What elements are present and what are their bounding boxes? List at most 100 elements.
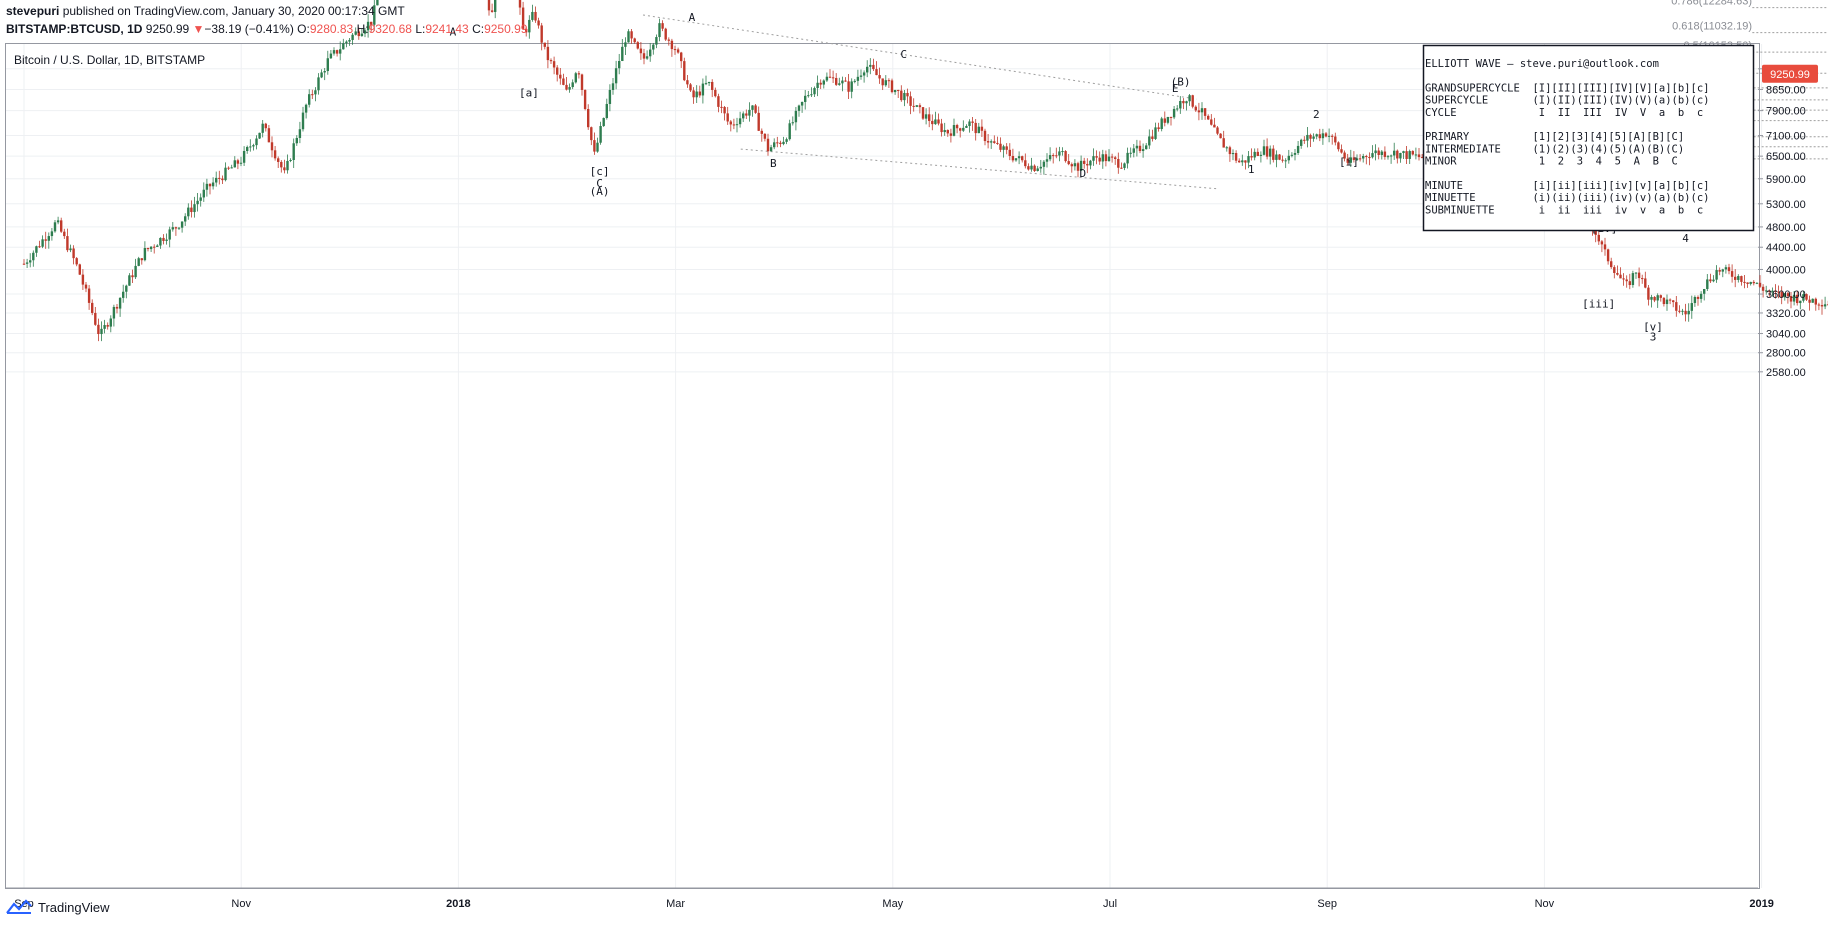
candle-up [785, 139, 788, 142]
candle-up [53, 222, 57, 232]
candle-up [1048, 155, 1052, 160]
candle-up [1123, 163, 1126, 168]
time-tick-label: 2019 [1749, 898, 1773, 910]
candle-up [1687, 310, 1690, 315]
candle-down [22, 263, 26, 265]
candle-up [149, 246, 153, 250]
wave-label: [v] [1643, 320, 1663, 333]
candle-up [748, 109, 751, 116]
candle-down [311, 94, 314, 96]
candle-up [859, 75, 863, 77]
candle-up [242, 151, 246, 163]
candle-down [828, 76, 832, 78]
candle-down [847, 81, 850, 92]
candle-down [335, 50, 339, 54]
candle-down [577, 73, 581, 75]
candle-up [903, 92, 906, 101]
candle-up [1374, 150, 1377, 154]
candle-down [174, 227, 178, 229]
candle-down [732, 124, 736, 126]
candle-down [937, 119, 940, 124]
wave-label: 3 [1650, 331, 1657, 344]
candle-up [137, 258, 140, 266]
candle-up [1327, 135, 1331, 137]
candle-down [1368, 157, 1371, 159]
candle-down [1070, 164, 1073, 167]
candle-up [308, 94, 311, 105]
candle-up [118, 297, 122, 309]
candle-down [1272, 148, 1275, 160]
publisher-username[interactable]: stevepuri [6, 4, 60, 18]
candle-up [1371, 153, 1374, 158]
candle-down [60, 220, 63, 232]
candle-down [75, 258, 78, 265]
candle-down [1234, 153, 1238, 161]
candle-down [1278, 154, 1281, 160]
candle-down [940, 123, 943, 133]
candle-up [968, 121, 971, 126]
candle-down [955, 125, 959, 129]
candle-down [779, 142, 782, 145]
published-text: published on TradingView.com, January 30… [59, 4, 405, 18]
candle-down [1318, 134, 1321, 139]
candle-down [1594, 228, 1597, 235]
candle-up [571, 82, 574, 88]
candle-up [621, 46, 624, 62]
candle-up [351, 34, 354, 40]
candle-up [292, 143, 295, 161]
candle-down [986, 141, 990, 143]
candle-down [1628, 281, 1631, 286]
candle-down [81, 274, 85, 285]
wave-label: [i] [1339, 155, 1359, 168]
candle-up [1414, 154, 1418, 156]
candle-up [704, 83, 708, 85]
candle-up [1802, 294, 1805, 301]
candle-up [1290, 154, 1294, 156]
candle-up [869, 64, 872, 67]
candle-down [673, 49, 677, 51]
candle-up [32, 252, 35, 261]
candle-up [924, 114, 928, 119]
candle-up [193, 204, 196, 213]
candle-down [680, 52, 683, 62]
candle-down [1027, 166, 1030, 170]
price-tick-label: 7900.00 [1766, 106, 1806, 118]
wave-label: [iii] [1582, 297, 1615, 310]
candle-down [106, 325, 109, 327]
price-tick-label: 4400.00 [1766, 242, 1806, 254]
candle-up [825, 76, 829, 81]
price-tick-label: 5900.00 [1766, 174, 1806, 186]
candle-up [893, 89, 897, 93]
candle-up [850, 81, 853, 92]
candle-down [1619, 274, 1622, 279]
candle-up [1253, 151, 1256, 158]
price-tick-label: 4800.00 [1766, 222, 1806, 234]
candle-down [1780, 291, 1783, 298]
candle-down [726, 113, 729, 122]
time-tick-label: Mar [666, 898, 685, 910]
candle-down [1789, 296, 1793, 302]
candle-down [1727, 267, 1731, 272]
candle-up [1693, 297, 1697, 304]
candle-up [1275, 154, 1278, 160]
candle-up [1148, 136, 1151, 146]
candle-down [1805, 294, 1808, 300]
candle-down [875, 69, 878, 76]
candle-up [1792, 294, 1796, 302]
candle-up [952, 125, 956, 136]
candle-down [745, 113, 748, 116]
price-axis[interactable]: 9450.008650.007900.007100.006500.005900.… [1758, 64, 1806, 379]
candle-up [652, 44, 655, 50]
brand-footer[interactable]: TradingView [6, 896, 110, 918]
candle-up [738, 118, 742, 125]
candle-down [1064, 151, 1067, 162]
candle-down [543, 42, 546, 47]
candle-down [1730, 271, 1734, 277]
time-axis[interactable]: SepNov2018MarMayJulSepNov2019MarMayJulSe… [6, 887, 1828, 910]
trendlines [642, 14, 1219, 190]
candle-up [1079, 160, 1083, 171]
candle-up [1771, 290, 1774, 292]
candle-down [1104, 154, 1108, 162]
candle-up [624, 42, 627, 47]
